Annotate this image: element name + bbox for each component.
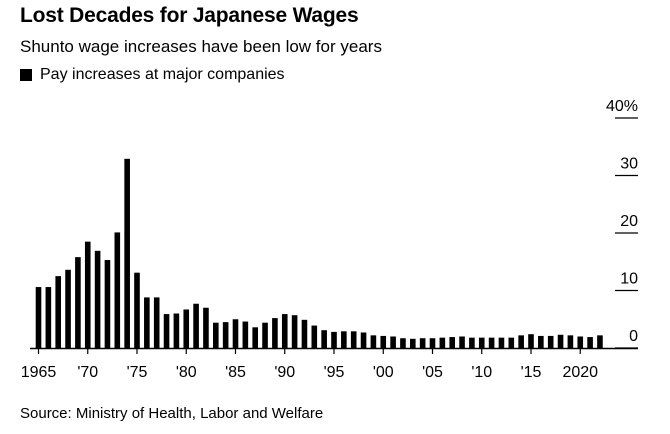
x-tick-label: '70 — [77, 364, 98, 381]
bar-1985 — [232, 319, 239, 348]
bar-1979 — [173, 313, 180, 348]
bar-2013 — [508, 337, 515, 348]
bar-1993 — [311, 325, 318, 348]
x-tick-label: '95 — [324, 364, 345, 381]
x-tick-label: '80 — [176, 364, 197, 381]
x-tick-label: '90 — [274, 364, 295, 381]
bar-1992 — [301, 319, 308, 348]
bar-1975 — [134, 272, 140, 348]
bar-2016 — [538, 335, 544, 348]
bar-1999 — [370, 335, 377, 348]
bar-1990 — [281, 314, 288, 348]
y-tick-label: 10 — [620, 271, 638, 288]
bar-2005 — [429, 338, 436, 348]
bar-2018 — [557, 334, 564, 348]
bar-1986 — [242, 321, 249, 348]
x-tick-label: '00 — [373, 364, 394, 381]
bar-2002 — [400, 338, 406, 348]
bar-1998 — [360, 332, 367, 348]
bar-1971 — [94, 250, 101, 348]
bar-1984 — [222, 322, 229, 349]
bar-2003 — [410, 338, 416, 348]
bar-2019 — [567, 335, 574, 348]
bar-2006 — [439, 337, 446, 348]
bar-2014 — [518, 335, 524, 348]
y-tick-label: 0 — [629, 328, 638, 345]
bar-1970 — [84, 241, 91, 349]
x-tick-label: '05 — [422, 364, 443, 381]
chart-legend: Pay increases at major companies — [20, 66, 285, 84]
bar-1989 — [272, 318, 278, 348]
bar-2000 — [380, 335, 387, 348]
bar-1976 — [144, 297, 150, 348]
bar-1969 — [75, 257, 81, 348]
x-tick-label: '75 — [127, 364, 148, 381]
bar-1973 — [114, 232, 121, 348]
bar-2004 — [419, 338, 426, 348]
bar-1974 — [124, 158, 130, 348]
bar-1965 — [35, 287, 42, 348]
bar-2010 — [478, 337, 485, 348]
bar-1997 — [350, 331, 357, 348]
bar-1968 — [65, 269, 71, 348]
bar-1980 — [183, 309, 190, 348]
legend-label: Pay increases at major companies — [40, 66, 285, 83]
x-tick-label: '85 — [225, 364, 246, 381]
bar-2015 — [528, 334, 534, 348]
bar-1972 — [104, 260, 111, 348]
x-tick-label: '15 — [521, 364, 542, 381]
bar-1967 — [55, 276, 61, 349]
bar-1977 — [153, 297, 160, 348]
y-tick-label: 20 — [620, 213, 638, 230]
x-axis: 1965 '70 '75 '80 '85 '90 '95 '00 '05 '10 '15 2020 — [21, 348, 598, 381]
bar-1996 — [341, 331, 347, 348]
bar-2008 — [459, 336, 465, 348]
x-tick-label: '10 — [471, 364, 492, 381]
source-note: Source: Ministry of Health, Labor and We… — [20, 405, 324, 422]
chart-title: Lost Decades for Japanese Wages — [20, 4, 359, 27]
y-axis: 0 10 20 30 40% — [606, 98, 638, 349]
bar-1982 — [203, 307, 209, 348]
x-tick-label: 1965 — [21, 364, 57, 381]
bar-1981 — [193, 303, 199, 348]
bar-1987 — [252, 327, 258, 348]
bar-1994 — [321, 330, 327, 348]
y-tick-label: 40% — [606, 98, 638, 115]
bar-2017 — [547, 335, 554, 348]
bar-group — [35, 158, 603, 349]
bar-1991 — [291, 315, 298, 348]
bar-2007 — [449, 337, 455, 348]
bar-2011 — [488, 337, 495, 348]
legend-swatch — [20, 69, 32, 81]
bar-2020 — [577, 336, 584, 348]
x-tick-label: 2020 — [562, 364, 598, 381]
bar-1983 — [213, 322, 219, 348]
bar-1978 — [163, 314, 170, 348]
bar-2009 — [469, 337, 475, 348]
bar-2021 — [587, 337, 593, 348]
bar-1988 — [262, 322, 268, 348]
bar-1966 — [45, 287, 52, 348]
chart-subtitle: Shunto wage increases have been low for … — [20, 37, 382, 56]
y-tick-label: 30 — [620, 156, 638, 173]
bar-2001 — [390, 336, 396, 348]
bar-1995 — [331, 331, 337, 348]
bar-2022 — [597, 335, 603, 348]
bar-2012 — [498, 337, 505, 348]
